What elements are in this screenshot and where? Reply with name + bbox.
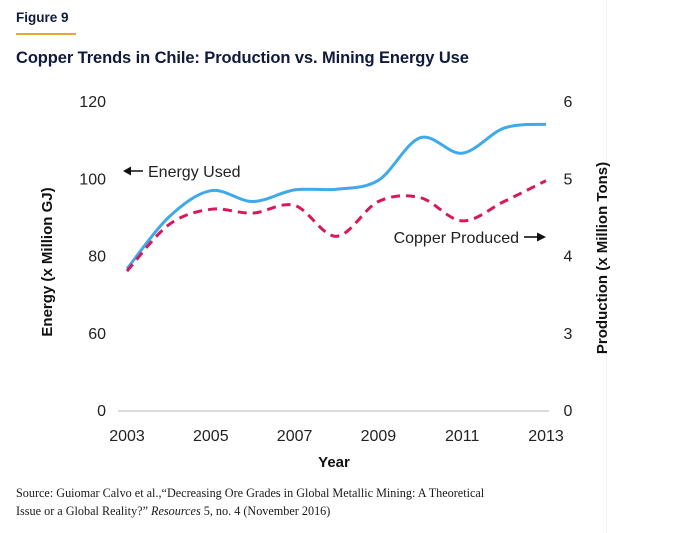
x-tick-label: 2011	[445, 428, 480, 445]
annotation-energy-used: Energy Used	[123, 164, 241, 181]
x-tick-label: 2005	[193, 428, 229, 445]
axes-group: 0 60 80 100 120 0 3 4 5 6 2003 2005 2007 2009 2011 2013…	[39, 94, 611, 471]
x-tick-label: 2003	[109, 428, 145, 445]
figure-label: Figure 9	[16, 10, 69, 25]
y-left-axis-title: Energy (x Million GJ)	[39, 187, 56, 336]
annotation-label: Copper Produced	[394, 230, 519, 247]
x-tick-label: 2013	[528, 428, 564, 445]
series-group	[125, 122, 547, 273]
arrow-right-icon	[537, 232, 546, 242]
y-right-tick-label: 6	[564, 94, 573, 111]
x-tick-label: 2009	[361, 428, 397, 445]
x-tick-label: 2007	[277, 428, 313, 445]
y-right-tick-label: 5	[564, 171, 573, 188]
annotation-copper-produced: Copper Produced	[394, 230, 546, 247]
source-prefix: Source: Guiomar Calvo et al.,“Decreasing…	[16, 486, 485, 518]
x-axis-title: Year	[318, 454, 350, 471]
y-right-tick-label: 3	[564, 326, 573, 343]
source-journal: Resources	[151, 504, 201, 518]
annotations-group: Energy Used Copper Produced	[123, 164, 546, 247]
figure-label-underline	[16, 33, 76, 35]
arrow-left-icon	[123, 166, 131, 176]
y-left-tick-label: 80	[88, 249, 106, 266]
y-right-tick-label: 0	[564, 403, 573, 420]
series-line-energy-used	[125, 122, 547, 270]
page-edge-divider	[606, 0, 607, 533]
source-suffix: 5, no. 4 (November 2016)	[200, 504, 331, 518]
annotation-label: Energy Used	[148, 164, 241, 181]
y-right-axis-title: Production (x Million Tons)	[594, 162, 611, 354]
source-citation: Source: Guiomar Calvo et al.,“Decreasing…	[16, 484, 486, 520]
series-line-copper-produced	[125, 179, 547, 273]
y-left-tick-label: 120	[79, 94, 106, 111]
chart-title: Copper Trends in Chile: Production vs. M…	[16, 49, 469, 67]
y-left-tick-label: 0	[97, 403, 106, 420]
y-left-tick-label: 60	[88, 326, 106, 343]
y-right-tick-label: 4	[564, 249, 573, 266]
y-left-tick-label: 100	[79, 171, 106, 188]
